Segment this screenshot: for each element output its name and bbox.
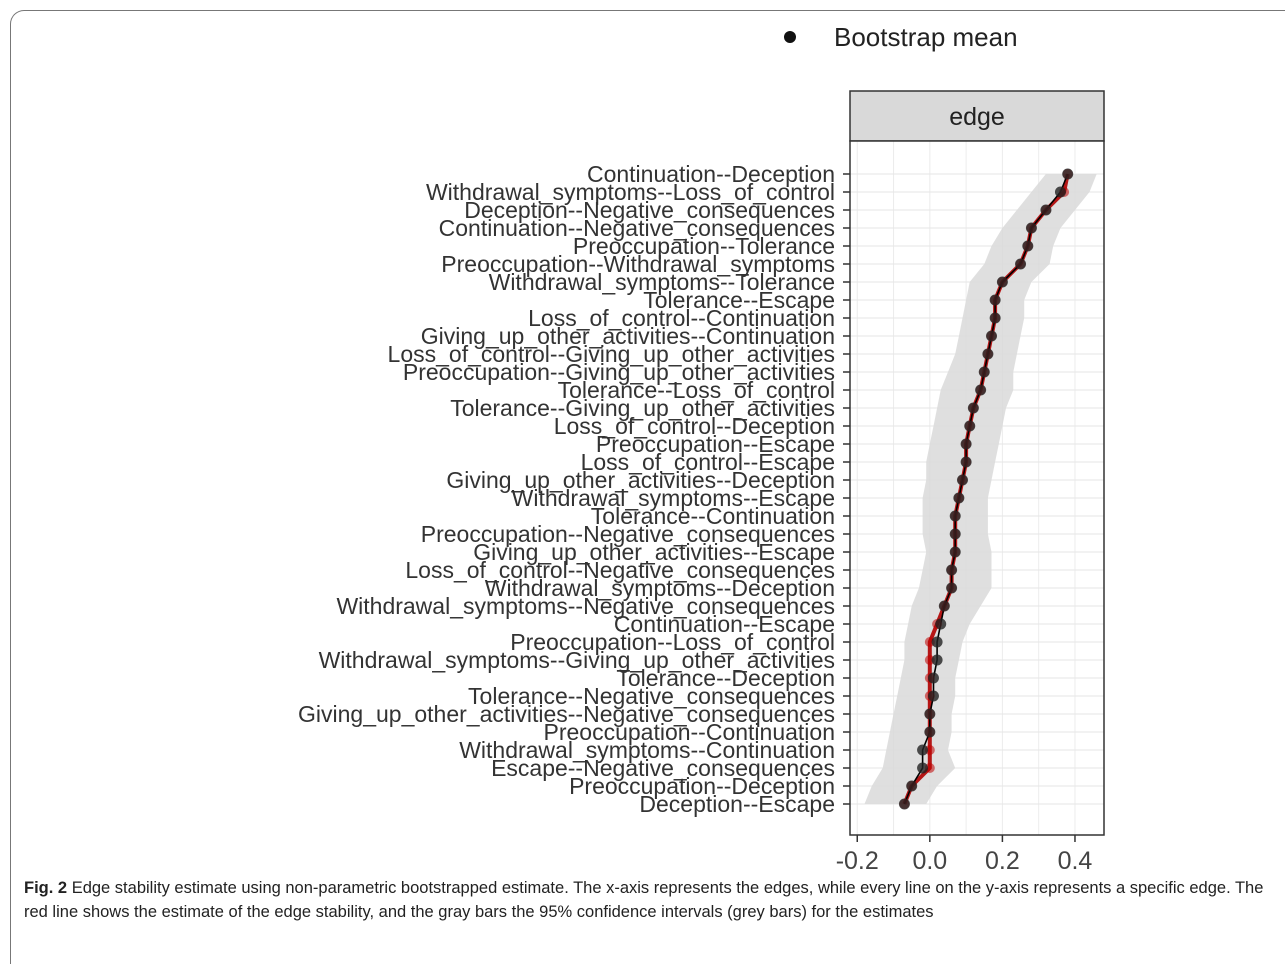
mean-point xyxy=(949,528,961,540)
mean-point xyxy=(1025,222,1037,234)
x-tick-label: 0.2 xyxy=(985,847,1020,870)
mean-point xyxy=(960,456,972,468)
mean-point xyxy=(924,726,936,738)
data-points xyxy=(898,168,1074,810)
y-tick-label: Withdrawal_symptoms--Giving_up_other_act… xyxy=(319,647,835,673)
y-tick-label: Withdrawal_symptoms--Continuation xyxy=(459,737,835,763)
caption-text: Edge stability estimate using non-parame… xyxy=(24,879,1264,921)
y-axis-labels: Continuation--DeceptionWithdrawal_sympto… xyxy=(298,161,850,817)
y-tick-label: Preoccupation--Loss_of_control xyxy=(510,629,835,655)
mean-point xyxy=(953,492,965,504)
y-tick-label: Deception--Negative_consequences xyxy=(464,197,835,223)
y-tick-label: Tolerance--Loss_of_control xyxy=(558,377,835,403)
mean-point xyxy=(989,294,1001,306)
figure-caption: Fig. 2 Edge stability estimate using non… xyxy=(24,876,1269,924)
mean-point xyxy=(964,420,976,432)
mean-point xyxy=(982,348,994,360)
y-tick-label: Preoccupation--Deception xyxy=(569,773,835,799)
mean-point xyxy=(927,690,939,702)
mean-point xyxy=(938,600,950,612)
x-axis: -0.2 0.0 0.2 0.4 xyxy=(836,835,1093,870)
y-tick-label: Loss_of_control--Escape xyxy=(581,449,835,475)
y-tick-label: Tolerance--Giving_up_other_activities xyxy=(450,395,835,421)
mean-point xyxy=(975,384,987,396)
caption-label: Fig. 2 xyxy=(24,879,68,897)
legend-label: Bootstrap mean xyxy=(834,22,1018,52)
mean-point xyxy=(1040,204,1052,216)
edge-stability-chart: Bootstrap mean edge Continuation--Decept… xyxy=(298,22,1105,870)
y-tick-label: Loss_of_control--Continuation xyxy=(528,305,835,331)
mean-point xyxy=(917,744,929,756)
y-tick-label: Loss_of_control--Giving_up_other_activit… xyxy=(388,341,835,367)
mean-point xyxy=(978,366,990,378)
mean-point xyxy=(986,330,998,342)
y-tick-label: Withdrawal_symptoms--Negative_consequenc… xyxy=(336,593,835,619)
mean-point xyxy=(956,474,968,486)
y-tick-label: Tolerance--Deception xyxy=(616,665,835,691)
mean-point xyxy=(967,402,979,414)
mean-point xyxy=(1062,168,1074,180)
mean-point xyxy=(1015,258,1027,270)
y-tick-label: Preoccupation--Giving_up_other_activitie… xyxy=(403,359,835,385)
mean-point xyxy=(906,780,918,792)
mean-point xyxy=(917,762,929,774)
y-tick-label: Preoccupation--Negative_consequences xyxy=(421,521,835,547)
y-tick-label: Escape--Negative_consequences xyxy=(491,755,835,781)
y-tick-label: Giving_up_other_activities--Continuation xyxy=(421,323,835,349)
y-tick-label: Loss_of_control--Negative_consequences xyxy=(405,557,835,583)
mean-point xyxy=(949,546,961,558)
y-tick-label: Deception--Escape xyxy=(639,791,835,817)
y-tick-label: Preoccupation--Escape xyxy=(596,431,835,457)
y-tick-label: Continuation--Deception xyxy=(587,161,835,187)
y-tick-label: Preoccupation--Continuation xyxy=(543,719,835,745)
y-tick-label: Preoccupation--Withdrawal_symptoms xyxy=(441,251,835,277)
figure-frame xyxy=(10,10,1285,964)
mean-point xyxy=(946,564,958,576)
mean-point xyxy=(946,582,958,594)
legend: Bootstrap mean xyxy=(784,22,1018,52)
y-tick-label: Tolerance--Escape xyxy=(643,287,835,313)
mean-point xyxy=(927,672,939,684)
mean-point xyxy=(949,510,961,522)
mean-point xyxy=(1054,186,1066,198)
y-tick-label: Preoccupation--Tolerance xyxy=(573,233,835,259)
mean-point xyxy=(935,618,947,630)
mean-point xyxy=(924,708,936,720)
ci-band xyxy=(864,174,1097,804)
mean-point xyxy=(989,312,1001,324)
confidence-band xyxy=(864,174,1097,804)
y-tick-label: Giving_up_other_activities--Escape xyxy=(473,539,835,565)
y-tick-label: Withdrawal_symptoms--Loss_of_control xyxy=(426,179,835,205)
mean-point xyxy=(931,654,943,666)
y-tick-label: Tolerance--Continuation xyxy=(591,503,835,529)
x-tick-label: 0.0 xyxy=(912,847,947,870)
y-tick-label: Continuation--Escape xyxy=(614,611,835,637)
x-tick-label: 0.4 xyxy=(1058,847,1093,870)
facet-strip-label: edge xyxy=(949,103,1005,131)
mean-point xyxy=(1022,240,1034,252)
facet-strip xyxy=(849,90,1105,142)
mean-point xyxy=(898,798,910,810)
y-tick-label: Withdrawal_symptoms--Escape xyxy=(512,485,835,511)
mean-point xyxy=(996,276,1008,288)
y-tick-label: Continuation--Negative_consequences xyxy=(439,215,835,241)
plot-panel-border xyxy=(849,140,1105,836)
y-tick-label: Giving_up_other_activities--Negative_con… xyxy=(298,701,835,727)
y-tick-label: Tolerance--Negative_consequences xyxy=(468,683,835,709)
mean-point xyxy=(960,438,972,450)
y-tick-label: Giving_up_other_activities--Deception xyxy=(446,467,835,493)
y-tick-label: Loss_of_control--Deception xyxy=(554,413,835,439)
y-tick-label: Withdrawal_symptoms--Deception xyxy=(485,575,835,601)
x-tick-label: -0.2 xyxy=(836,847,879,870)
y-tick-label: Withdrawal_symptoms--Tolerance xyxy=(489,269,835,295)
mean-point xyxy=(931,636,943,648)
legend-marker xyxy=(784,31,796,43)
